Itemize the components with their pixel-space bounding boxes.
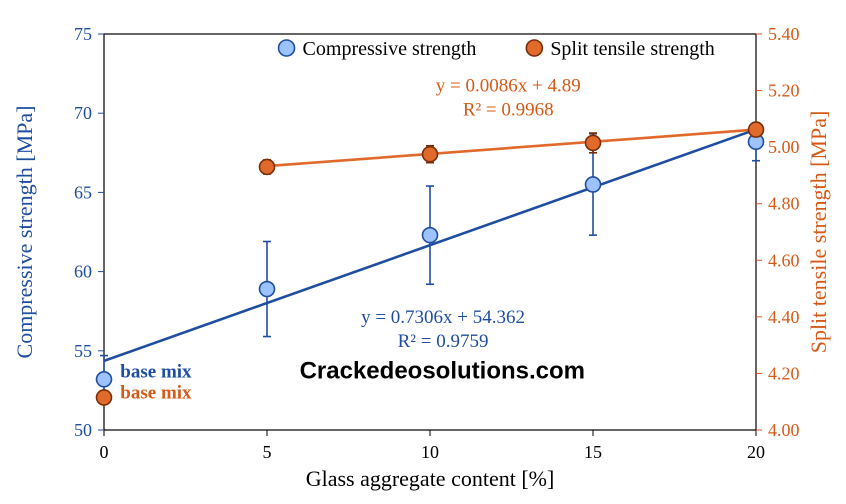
x-tick-label: 10 bbox=[421, 442, 439, 462]
x-tick-label: 5 bbox=[263, 442, 272, 462]
chart-svg: 0 5 10 15 20 Glass aggregate content [%] 50 55 6… bbox=[0, 0, 846, 504]
equation-compressive-line2: R² = 0.9759 bbox=[398, 331, 489, 352]
x-tick-label: 0 bbox=[100, 442, 109, 462]
point-tensile bbox=[423, 147, 438, 162]
y-right-tick-label: 4.60 bbox=[768, 250, 800, 270]
y-right-tick-label: 4.40 bbox=[768, 307, 800, 327]
y-left-tick-label: 70 bbox=[74, 103, 92, 123]
equation-tensile-line1: y = 0.0086x + 4.89 bbox=[436, 75, 581, 96]
point-tensile bbox=[586, 135, 601, 150]
y-right-tick-label: 4.80 bbox=[768, 194, 800, 214]
y-left-tick-label: 65 bbox=[74, 182, 92, 202]
y-left-axis-label: Compressive strength [MPa] bbox=[12, 106, 37, 359]
watermark-text: Crackedeosolutions.com bbox=[300, 358, 585, 385]
point-compressive bbox=[423, 228, 438, 243]
point-tensile bbox=[749, 122, 764, 137]
legend-marker-tensile bbox=[526, 40, 542, 56]
y-right-tick-label: 4.20 bbox=[768, 363, 800, 383]
legend-marker-compressive bbox=[279, 40, 295, 56]
y-left-tick-label: 50 bbox=[74, 420, 92, 440]
y-right-tick-label: 4.00 bbox=[768, 420, 800, 440]
point-compressive bbox=[586, 177, 601, 192]
base-mix-label-compressive: base mix bbox=[120, 362, 192, 383]
y-right-axis-label: Split tensile strength [MPa] bbox=[806, 111, 831, 354]
legend-label-tensile: Split tensile strength bbox=[550, 38, 714, 60]
point-compressive bbox=[260, 282, 275, 297]
equation-tensile-line2: R² = 0.9968 bbox=[463, 99, 554, 120]
equation-compressive-line1: y = 0.7306x + 54.362 bbox=[361, 307, 525, 328]
y-left-tick-label: 60 bbox=[74, 262, 92, 282]
y-right-tick-label: 5.40 bbox=[768, 24, 800, 44]
legend-label-compressive: Compressive strength bbox=[303, 38, 477, 60]
chart-background bbox=[0, 0, 846, 504]
y-right-tick-label: 5.00 bbox=[768, 137, 800, 157]
base-mix-label-tensile: base mix bbox=[120, 382, 192, 403]
point-tensile bbox=[97, 390, 112, 405]
x-axis-label: Glass aggregate content [%] bbox=[306, 466, 555, 491]
x-tick-label: 20 bbox=[747, 442, 765, 462]
y-left-tick-label: 55 bbox=[74, 341, 92, 361]
point-tensile bbox=[260, 159, 275, 174]
point-compressive bbox=[97, 372, 112, 387]
y-right-tick-label: 5.20 bbox=[768, 81, 800, 101]
x-tick-label: 15 bbox=[584, 442, 602, 462]
y-left-tick-label: 75 bbox=[74, 24, 92, 44]
